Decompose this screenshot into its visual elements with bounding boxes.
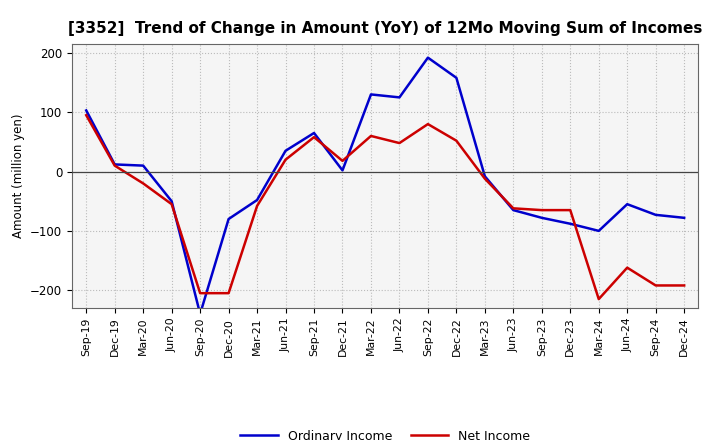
Ordinary Income bbox=[82, 108, 91, 113]
Net Income bbox=[652, 283, 660, 288]
Net Income bbox=[509, 205, 518, 211]
Ordinary Income bbox=[167, 198, 176, 204]
Ordinary Income bbox=[452, 75, 461, 81]
Net Income bbox=[225, 290, 233, 296]
Net Income bbox=[167, 202, 176, 207]
Title: [3352]  Trend of Change in Amount (YoY) of 12Mo Moving Sum of Incomes: [3352] Trend of Change in Amount (YoY) o… bbox=[68, 21, 703, 36]
Ordinary Income bbox=[225, 216, 233, 222]
Net Income bbox=[595, 297, 603, 302]
Line: Ordinary Income: Ordinary Income bbox=[86, 58, 684, 314]
Ordinary Income bbox=[680, 215, 688, 220]
Legend: Ordinary Income, Net Income: Ordinary Income, Net Income bbox=[235, 425, 535, 440]
Ordinary Income bbox=[537, 215, 546, 220]
Net Income bbox=[310, 135, 318, 140]
Ordinary Income bbox=[253, 198, 261, 203]
Ordinary Income bbox=[196, 311, 204, 316]
Net Income bbox=[395, 140, 404, 146]
Net Income bbox=[623, 265, 631, 270]
Net Income bbox=[110, 163, 119, 168]
Ordinary Income bbox=[282, 148, 290, 154]
Net Income bbox=[566, 208, 575, 213]
Net Income bbox=[537, 208, 546, 213]
Ordinary Income bbox=[623, 202, 631, 207]
Net Income bbox=[480, 176, 489, 181]
Ordinary Income bbox=[110, 162, 119, 167]
Net Income bbox=[196, 290, 204, 296]
Ordinary Income bbox=[595, 228, 603, 234]
Line: Net Income: Net Income bbox=[86, 115, 684, 299]
Net Income bbox=[253, 203, 261, 209]
Ordinary Income bbox=[366, 92, 375, 97]
Ordinary Income bbox=[310, 130, 318, 136]
Ordinary Income bbox=[395, 95, 404, 100]
Net Income bbox=[82, 113, 91, 118]
Ordinary Income bbox=[139, 163, 148, 168]
Net Income bbox=[139, 181, 148, 186]
Net Income bbox=[423, 121, 432, 127]
Net Income bbox=[366, 133, 375, 139]
Ordinary Income bbox=[480, 174, 489, 179]
Ordinary Income bbox=[338, 168, 347, 173]
Net Income bbox=[282, 157, 290, 162]
Ordinary Income bbox=[652, 212, 660, 217]
Y-axis label: Amount (million yen): Amount (million yen) bbox=[12, 114, 24, 238]
Ordinary Income bbox=[423, 55, 432, 60]
Net Income bbox=[338, 158, 347, 164]
Net Income bbox=[680, 283, 688, 288]
Net Income bbox=[452, 138, 461, 143]
Ordinary Income bbox=[509, 208, 518, 213]
Ordinary Income bbox=[566, 221, 575, 227]
